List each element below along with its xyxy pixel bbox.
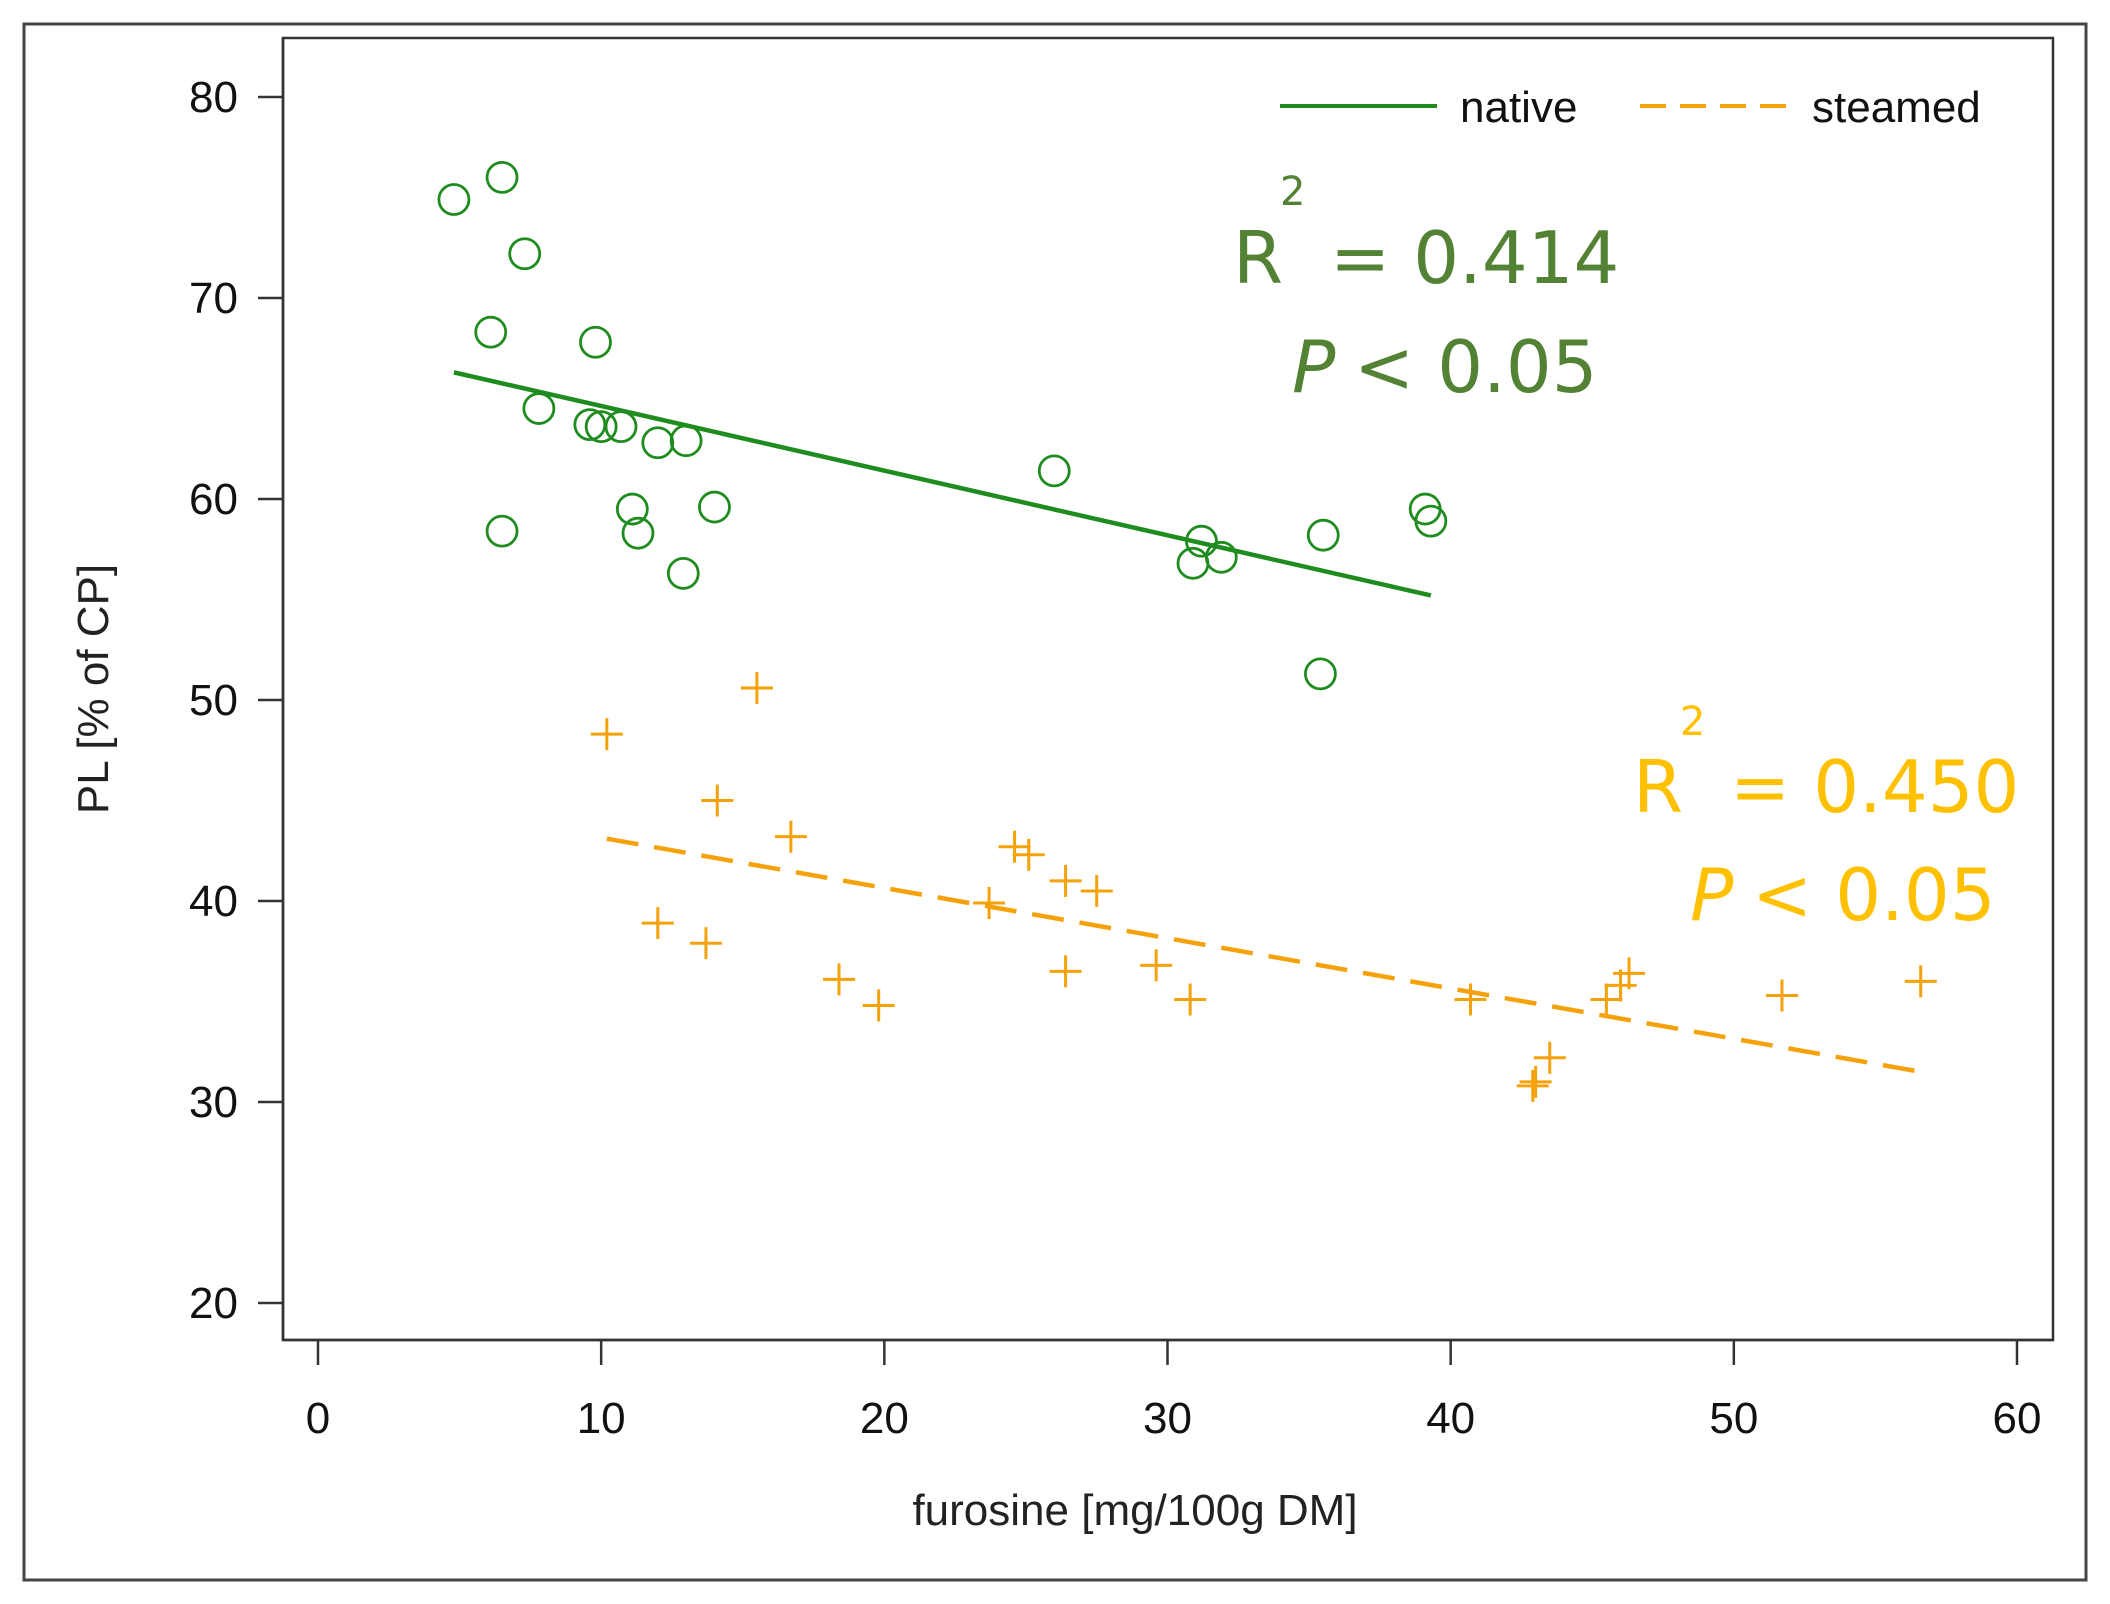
point-native-15	[666, 556, 700, 590]
fit-lines	[453, 370, 1922, 1075]
y-tick-label-50: 50	[189, 676, 238, 725]
point-native-23	[1414, 504, 1448, 538]
point-steamed-10	[1012, 838, 1045, 871]
point-steamed-2	[701, 784, 734, 817]
point-native-7	[584, 410, 618, 444]
r-squared-native-label: R	[1233, 216, 1283, 300]
point-native-5	[522, 392, 556, 425]
point-native-1	[485, 160, 519, 194]
point-steamed-4	[641, 907, 674, 940]
y-tick-label-60: 60	[189, 475, 238, 524]
r-squared-native-value: = 0.414	[1330, 216, 1619, 300]
y-tick-label-80: 80	[189, 73, 238, 122]
x-tick-label-20: 20	[860, 1394, 909, 1443]
point-steamed-13	[1049, 955, 1082, 988]
r-squared-steamed-value: = 0.450	[1730, 745, 2019, 829]
annotations: R 2 = 0.414 P < 0.05 R 2 = 0.450 P < 0.0…	[1233, 169, 2019, 937]
point-steamed-12	[1080, 874, 1113, 907]
point-native-20	[1306, 518, 1340, 552]
fit-line-native	[453, 370, 1432, 598]
y-tick-label-30: 30	[189, 1078, 238, 1127]
point-steamed-3	[774, 820, 807, 853]
fit-line-steamed	[606, 836, 1922, 1075]
point-steamed-16	[1454, 983, 1487, 1016]
y-axis-title: PL [% of CP]	[69, 564, 118, 814]
y-ticks: 20 30 40 50 60 70 80	[189, 73, 283, 1328]
x-tick-label-50: 50	[1709, 1394, 1758, 1443]
point-steamed-20	[1590, 983, 1623, 1016]
point-native-4	[579, 325, 612, 359]
point-steamed-15	[1174, 983, 1207, 1016]
point-native-14	[698, 490, 731, 524]
x-axis-title: furosine [mg/100g DM]	[912, 1486, 1357, 1535]
point-native-3	[474, 315, 508, 349]
point-steamed-8	[973, 887, 1006, 920]
point-native-11	[485, 514, 519, 548]
p-value-steamed-label: P	[1690, 853, 1734, 937]
x-tick-label-0: 0	[306, 1394, 330, 1443]
point-native-10	[669, 424, 703, 458]
x-tick-label-40: 40	[1426, 1394, 1475, 1443]
point-steamed-22	[1613, 957, 1646, 990]
point-native-13	[621, 516, 655, 550]
r-squared-steamed-sup: 2	[1680, 699, 1705, 745]
point-steamed-7	[862, 989, 895, 1022]
r-squared-native-sup: 2	[1280, 169, 1305, 215]
annotation-native: R 2 = 0.414 P < 0.05	[1233, 169, 1619, 409]
plot-area	[281, 36, 2055, 1342]
p-value-native-label: P	[1292, 325, 1336, 409]
annotation-steamed: R 2 = 0.450 P < 0.05	[1633, 699, 2019, 937]
point-native-16	[1037, 454, 1071, 488]
point-steamed-1	[740, 671, 773, 704]
p-value-native-value: < 0.05	[1354, 325, 1598, 409]
point-steamed-5	[689, 927, 722, 960]
point-native-21	[1304, 657, 1337, 691]
point-native-8	[604, 410, 638, 444]
point-steamed-0	[590, 718, 623, 751]
legend: native steamed	[1280, 83, 1981, 132]
point-native-0	[437, 183, 471, 216]
point-native-12	[615, 492, 649, 526]
point-steamed-9	[998, 830, 1031, 863]
point-steamed-11	[1049, 864, 1082, 897]
point-steamed-6	[823, 963, 856, 996]
legend-label-native: native	[1460, 83, 1577, 132]
point-steamed-23	[1765, 979, 1798, 1012]
point-steamed-14	[1140, 949, 1173, 982]
point-steamed-18	[1519, 1065, 1552, 1098]
figure-border	[22, 22, 2088, 1582]
x-tick-label-60: 60	[1993, 1394, 2042, 1443]
x-tick-label-10: 10	[577, 1394, 626, 1443]
markers	[437, 160, 1937, 1102]
point-native-18	[1185, 524, 1218, 558]
point-native-9	[641, 426, 675, 460]
point-native-2	[508, 237, 542, 271]
point-native-19	[1204, 540, 1238, 574]
p-value-steamed-value: < 0.05	[1752, 853, 1996, 937]
legend-label-steamed: steamed	[1812, 83, 1981, 132]
point-steamed-17	[1516, 1069, 1549, 1102]
y-tick-label-40: 40	[189, 877, 238, 926]
x-ticks: 0 10 20 30 40 50 60	[306, 1340, 2042, 1443]
y-tick-label-20: 20	[189, 1279, 238, 1328]
r-squared-steamed-label: R	[1633, 745, 1683, 829]
y-tick-label-70: 70	[189, 274, 238, 323]
x-tick-label-30: 30	[1143, 1394, 1192, 1443]
point-steamed-24	[1904, 965, 1937, 998]
point-steamed-19	[1533, 1041, 1566, 1074]
